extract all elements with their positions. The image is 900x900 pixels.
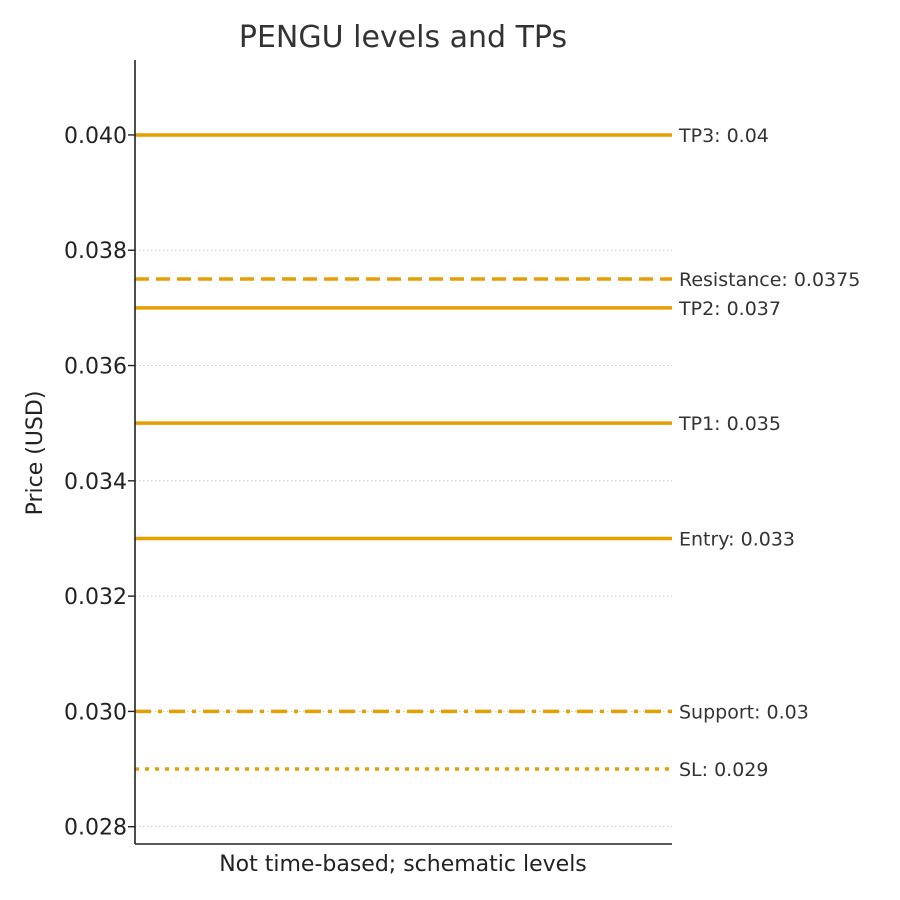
y-tick-label: 0.034 [64,470,127,495]
x-axis-label: Not time-based; schematic levels [219,852,587,877]
axes [134,60,672,845]
level-label-resistance: Resistance: 0.0375 [679,269,860,291]
y-tick-label: 0.040 [64,124,127,149]
y-tick-label: 0.028 [64,816,127,841]
y-ticks: 0.028 0.030 0.032 0.034 0.036 0.038 0.040 [64,124,135,841]
chart-title: PENGU levels and TPs [239,20,567,55]
level-label-tp3: TP3: 0.04 [678,125,769,147]
level-lines: TP3: 0.04 Resistance: 0.0375 TP2: 0.037 TP1… [135,125,860,781]
y-tick-label: 0.030 [64,700,127,725]
y-tick-label: 0.032 [64,585,127,610]
grid [135,134,672,828]
level-label-tp2: TP2: 0.037 [678,298,781,320]
y-tick-label: 0.038 [64,239,127,264]
level-label-entry: Entry: 0.033 [679,528,795,550]
level-label-support: Support: 0.03 [679,701,809,723]
level-label-tp1: TP1: 0.035 [678,413,781,435]
level-label-sl: SL: 0.029 [679,759,768,781]
y-axis-label: Price (USD) [23,391,48,516]
y-tick-label: 0.036 [64,355,127,380]
